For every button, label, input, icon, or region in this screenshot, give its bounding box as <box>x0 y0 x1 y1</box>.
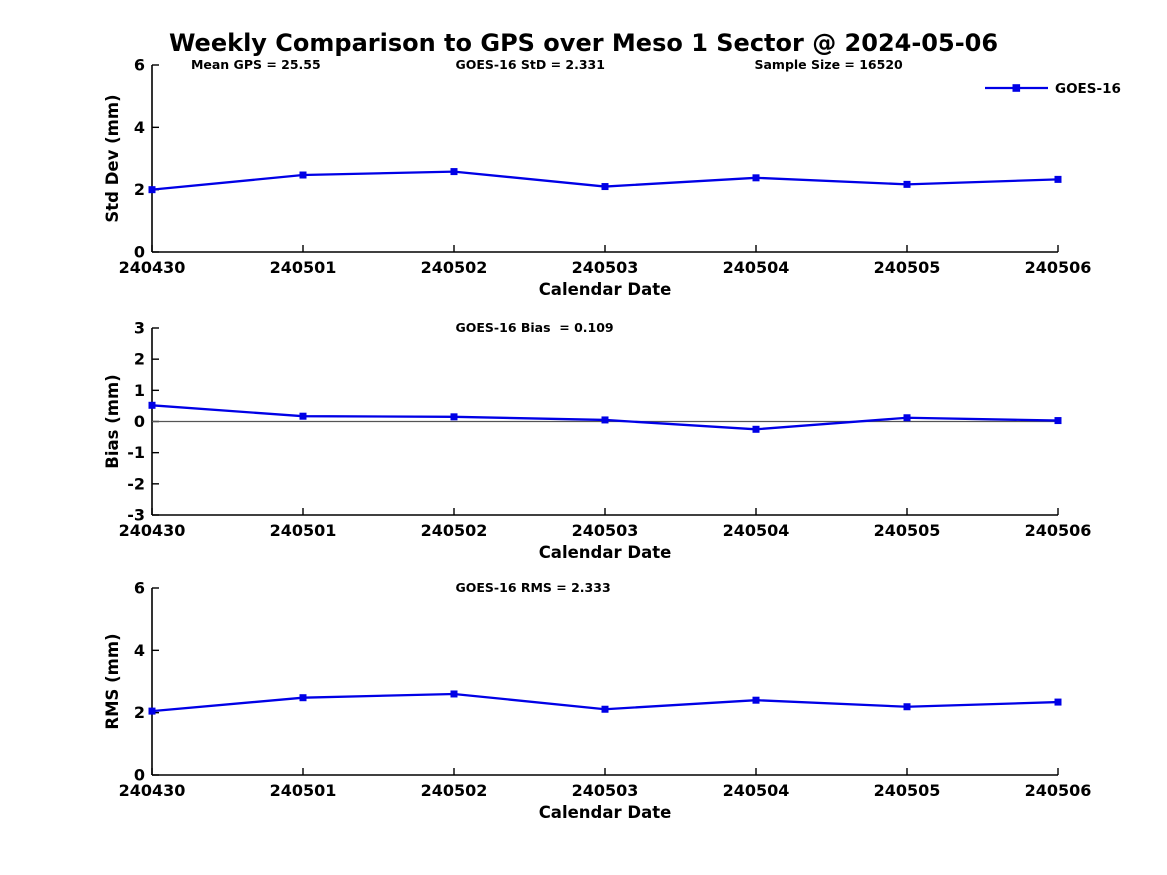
x-tick-label: 240504 <box>723 781 790 800</box>
data-marker <box>903 180 911 188</box>
y-tick-label: -3 <box>127 506 145 525</box>
data-marker <box>601 183 609 191</box>
data-marker <box>299 171 307 179</box>
y-axis-label: Std Dev (mm) <box>103 94 122 222</box>
x-tick-label: 240505 <box>874 258 941 277</box>
data-marker <box>601 705 609 713</box>
x-axis-label: Calendar Date <box>539 803 672 822</box>
x-tick-label: 240504 <box>723 258 790 277</box>
subplot-rms: 0 2 4 6 240430 240501 240502 240503 240504 240505… <box>103 579 1091 823</box>
legend: GOES-16 <box>985 81 1121 97</box>
data-marker <box>299 412 307 420</box>
x-tick-label: 240503 <box>572 521 639 540</box>
y-tick-label: -1 <box>127 443 145 462</box>
x-axis-label: Calendar Date <box>539 543 672 562</box>
x-tick-label: 240505 <box>874 781 941 800</box>
annotation-text: Sample Size = 16520 <box>754 57 903 72</box>
y-axis-label: RMS (mm) <box>103 633 122 729</box>
y-tick-label: 0 <box>134 766 145 785</box>
chart-title: Weekly Comparison to GPS over Meso 1 Sec… <box>168 29 999 57</box>
annotation-text: GOES-16 RMS = 2.333 <box>456 580 611 595</box>
subplot-bias: -3 -2 -1 0 1 2 3 240430 240501 240502 240503 240504… <box>103 319 1091 563</box>
x-tick-label: 240506 <box>1025 781 1092 800</box>
y-tick-label: 0 <box>134 412 145 431</box>
y-tick-label: 6 <box>134 579 145 598</box>
y-axis-label: Bias (mm) <box>103 374 122 468</box>
y-tick-label: 2 <box>134 350 145 369</box>
x-tick-label: 240430 <box>119 781 186 800</box>
annotation-text: GOES-16 Bias = 0.109 <box>456 320 614 335</box>
x-tick-label: 240506 <box>1025 521 1092 540</box>
data-marker <box>903 703 911 711</box>
x-tick-label: 240505 <box>874 521 941 540</box>
data-marker <box>1054 698 1062 706</box>
data-marker <box>1054 417 1062 425</box>
x-tick-label: 240502 <box>421 521 488 540</box>
data-marker <box>450 168 458 176</box>
data-marker <box>601 416 609 424</box>
data-marker <box>450 413 458 421</box>
y-tick-label: 3 <box>134 319 145 338</box>
y-tick-label: 1 <box>134 381 145 400</box>
y-tick-label: -2 <box>127 474 145 493</box>
legend-label: GOES-16 <box>1055 81 1121 97</box>
x-tick-label: 240502 <box>421 781 488 800</box>
data-marker <box>148 707 156 715</box>
data-marker <box>299 694 307 702</box>
y-tick-label: 6 <box>134 56 145 75</box>
x-tick-label: 240503 <box>572 781 639 800</box>
x-tick-label: 240501 <box>270 258 337 277</box>
data-marker <box>752 696 760 704</box>
data-marker <box>752 425 760 433</box>
data-marker <box>752 174 760 182</box>
x-tick-label: 240501 <box>270 521 337 540</box>
x-tick-label: 240504 <box>723 521 790 540</box>
y-tick-label: 2 <box>134 180 145 199</box>
data-marker <box>903 414 911 422</box>
data-marker <box>1054 175 1062 183</box>
y-tick-label: 0 <box>134 243 145 262</box>
y-tick-label: 4 <box>134 118 145 137</box>
data-marker <box>148 186 156 194</box>
annotation-text: GOES-16 StD = 2.331 <box>456 57 605 72</box>
x-tick-label: 240502 <box>421 258 488 277</box>
x-axis-label: Calendar Date <box>539 280 672 299</box>
x-tick-label: 240501 <box>270 781 337 800</box>
x-tick-label: 240430 <box>119 258 186 277</box>
x-tick-label: 240430 <box>119 521 186 540</box>
legend-marker <box>1012 84 1021 92</box>
y-tick-label: 2 <box>134 703 145 722</box>
data-marker <box>450 690 458 698</box>
data-marker <box>148 401 156 409</box>
x-tick-label: 240506 <box>1025 258 1092 277</box>
annotation-text: Mean GPS = 25.55 <box>191 57 321 72</box>
subplot-std-dev: 0 2 4 6 240430 240501 240502 240503 240504 240505… <box>103 56 1121 300</box>
y-tick-label: 4 <box>134 641 145 660</box>
x-tick-label: 240503 <box>572 258 639 277</box>
